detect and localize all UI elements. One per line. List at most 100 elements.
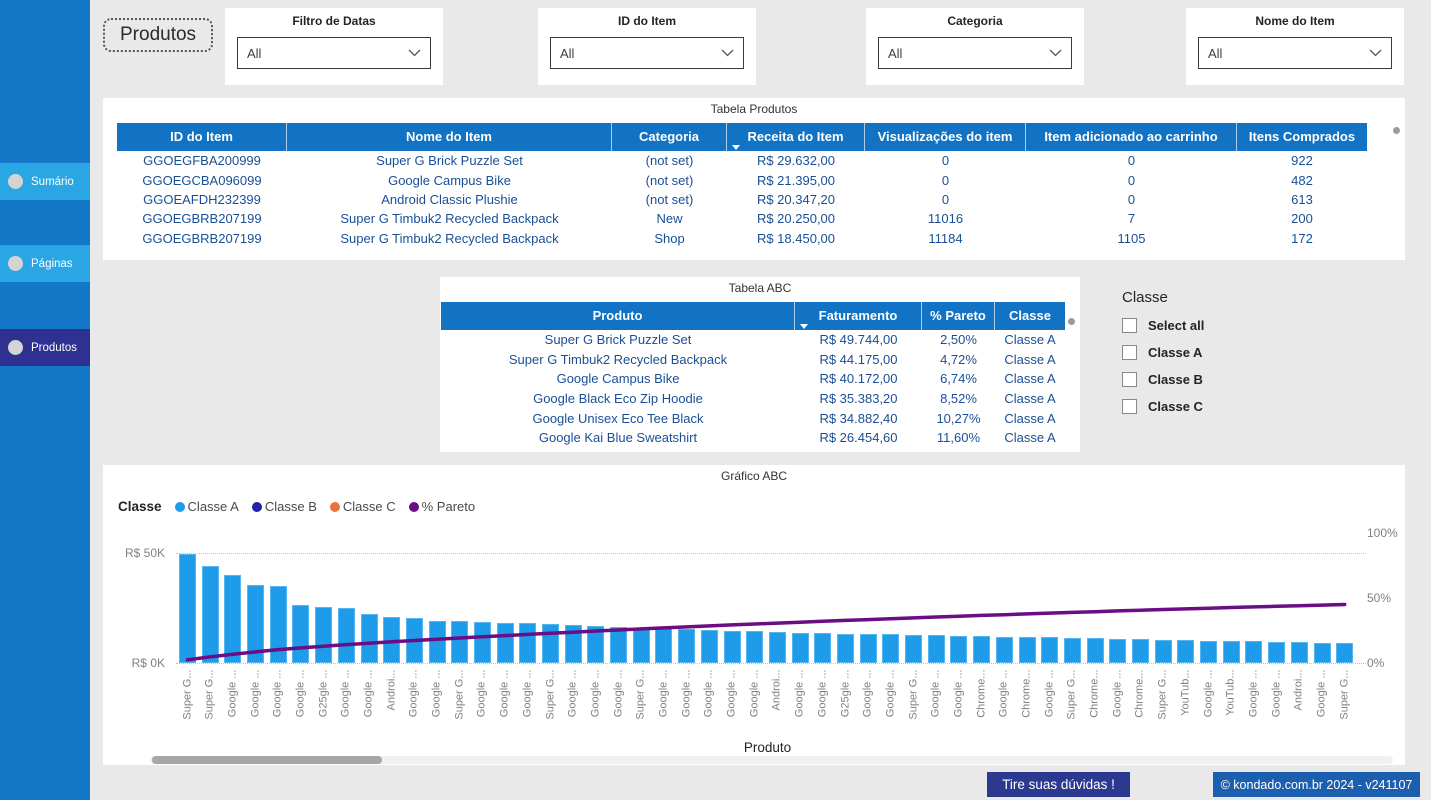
bar-22[interactable] [678, 629, 696, 663]
bar-25[interactable] [746, 631, 764, 663]
checkbox-icon[interactable] [1122, 372, 1137, 387]
bar-1[interactable] [201, 565, 219, 663]
sidebar-item-paginas[interactable]: Páginas [0, 245, 90, 282]
column-header[interactable]: Nome do Item [287, 123, 612, 151]
filter-label: ID do Item [617, 14, 676, 28]
bar-27[interactable] [791, 632, 809, 663]
checkbox-icon[interactable] [1122, 399, 1137, 414]
bar-50[interactable] [1313, 642, 1331, 663]
filter-dropdown[interactable]: All [550, 37, 744, 69]
table-cell: GGOEGBRB207199 [142, 230, 262, 246]
table-cell: R$ 20.347,20 [756, 191, 836, 207]
bar-38[interactable] [1041, 637, 1059, 663]
filter-dropdown[interactable]: All [1198, 37, 1392, 69]
column-header[interactable]: Itens Comprados [1248, 129, 1356, 144]
legend-item[interactable]: Classe C [329, 499, 396, 514]
bar-46[interactable] [1222, 641, 1240, 663]
chart-scrollbar-track[interactable] [150, 756, 1393, 764]
bar-44[interactable] [1177, 640, 1195, 663]
x-axis-label: Google ... [657, 669, 670, 718]
bar-28[interactable] [814, 633, 832, 663]
bar-0[interactable] [179, 553, 196, 663]
bar-51[interactable] [1336, 643, 1354, 663]
bar-7[interactable] [337, 608, 355, 663]
legend-item[interactable]: % Pareto [408, 499, 475, 514]
bar-33[interactable] [927, 635, 945, 663]
table-row[interactable]: Super G Timbuk2 Recycled Backpack R$ 44.1… [441, 350, 1065, 370]
bar-24[interactable] [723, 630, 741, 663]
legend-item[interactable]: Classe A [174, 499, 239, 514]
column-header[interactable]: Produto [441, 302, 795, 330]
bar-47[interactable] [1245, 641, 1263, 663]
bar-20[interactable] [632, 627, 650, 663]
bar-40[interactable] [1086, 638, 1104, 663]
scrollbar-handle[interactable] [1393, 127, 1400, 134]
column-header[interactable]: % Pareto [922, 302, 995, 330]
bar-13[interactable] [473, 622, 491, 663]
table-row[interactable]: Google Unisex Eco Tee Black R$ 34.882,40 1… [441, 408, 1065, 428]
bar-6[interactable] [315, 607, 333, 663]
table-row[interactable]: Google Campus Bike R$ 40.172,00 6,74% Class… [441, 369, 1065, 389]
version-badge[interactable]: © kondado.com.br 2024 - v241107 [1213, 772, 1420, 797]
bar-8[interactable] [360, 614, 378, 663]
bar-14[interactable] [496, 622, 514, 663]
bar-19[interactable] [610, 626, 628, 663]
bar-31[interactable] [882, 634, 900, 663]
bar-2[interactable] [224, 574, 242, 663]
column-header[interactable]: Visualizações do item [865, 123, 1026, 151]
column-header[interactable]: Categoria [612, 123, 727, 151]
column-header[interactable]: Receita do Item [727, 123, 865, 151]
bar-29[interactable] [837, 633, 854, 663]
legend-item[interactable]: Classe B [251, 499, 317, 514]
bar-12[interactable] [451, 621, 469, 663]
table-row[interactable]: Google Black Eco Zip Hoodie R$ 35.383,20 8… [441, 389, 1065, 409]
bar-21[interactable] [655, 628, 673, 663]
sidebar-item-produtos[interactable]: Produtos [0, 329, 90, 366]
column-header[interactable]: Item adicionado ao carrinho [1026, 123, 1237, 151]
table-row[interactable]: GGOEAFDH232399 Android Classic Plushie (no… [117, 190, 1367, 209]
bar-35[interactable] [973, 636, 991, 663]
bar-42[interactable] [1131, 639, 1149, 663]
bar-18[interactable] [587, 625, 605, 663]
checkbox-classe-b[interactable]: Classe B [1122, 372, 1332, 387]
checkbox-classe-c[interactable]: Classe C [1122, 399, 1332, 414]
bar-32[interactable] [905, 634, 923, 663]
bar-45[interactable] [1200, 640, 1218, 663]
bar-39[interactable] [1063, 637, 1081, 663]
table-row[interactable]: Google Kai Blue Sweatshirt R$ 26.454,60 11… [441, 428, 1065, 448]
help-button[interactable]: Tire suas dúvidas ! [987, 772, 1130, 797]
bar-3[interactable] [247, 585, 265, 663]
bar-49[interactable] [1290, 642, 1308, 663]
table-row[interactable]: GGOEGBRB207199 Super G Timbuk2 Recycled B… [117, 229, 1367, 248]
bar-43[interactable] [1154, 639, 1172, 663]
column-header[interactable]: Faturamento [795, 302, 922, 330]
bar-48[interactable] [1268, 641, 1286, 663]
column-header[interactable]: Classe [1009, 308, 1051, 323]
filter-dropdown[interactable]: All [878, 37, 1072, 69]
sidebar-item-sumario[interactable]: Sumário [0, 163, 90, 200]
checkbox-icon[interactable] [1122, 318, 1137, 333]
table-row[interactable]: GGOEGFBA200999 Super G Brick Puzzle Set (n… [117, 151, 1367, 170]
table-body: GGOEGFBA200999 Super G Brick Puzzle Set (n… [117, 151, 1367, 248]
bar-23[interactable] [700, 630, 718, 663]
checkbox-icon[interactable] [1122, 345, 1137, 360]
chart-scrollbar-thumb[interactable] [152, 756, 382, 764]
bar-30[interactable] [859, 633, 877, 663]
checkbox-select-all[interactable]: Select all [1122, 318, 1332, 333]
table-row[interactable]: GGOEGCBA096099 Google Campus Bike (not set… [117, 170, 1367, 189]
checkbox-classe-a[interactable]: Classe A [1122, 345, 1332, 360]
bar-37[interactable] [1018, 637, 1036, 663]
bar-41[interactable] [1109, 638, 1127, 663]
column-header[interactable]: ID do Item [117, 123, 287, 151]
bar-17[interactable] [564, 624, 582, 663]
table-cell: 0 [1127, 191, 1136, 207]
bar-34[interactable] [950, 635, 968, 663]
filter-dropdown[interactable]: All [237, 37, 431, 69]
table-row[interactable]: GGOEGBRB207199 Super G Timbuk2 Recycled B… [117, 209, 1367, 228]
scrollbar-handle[interactable] [1068, 318, 1075, 325]
bar-11[interactable] [428, 620, 446, 663]
bar-4[interactable] [269, 586, 287, 663]
table-row[interactable]: Super G Brick Puzzle Set R$ 49.744,00 2,50… [441, 330, 1065, 350]
bar-36[interactable] [995, 636, 1013, 663]
bar-26[interactable] [768, 631, 786, 663]
